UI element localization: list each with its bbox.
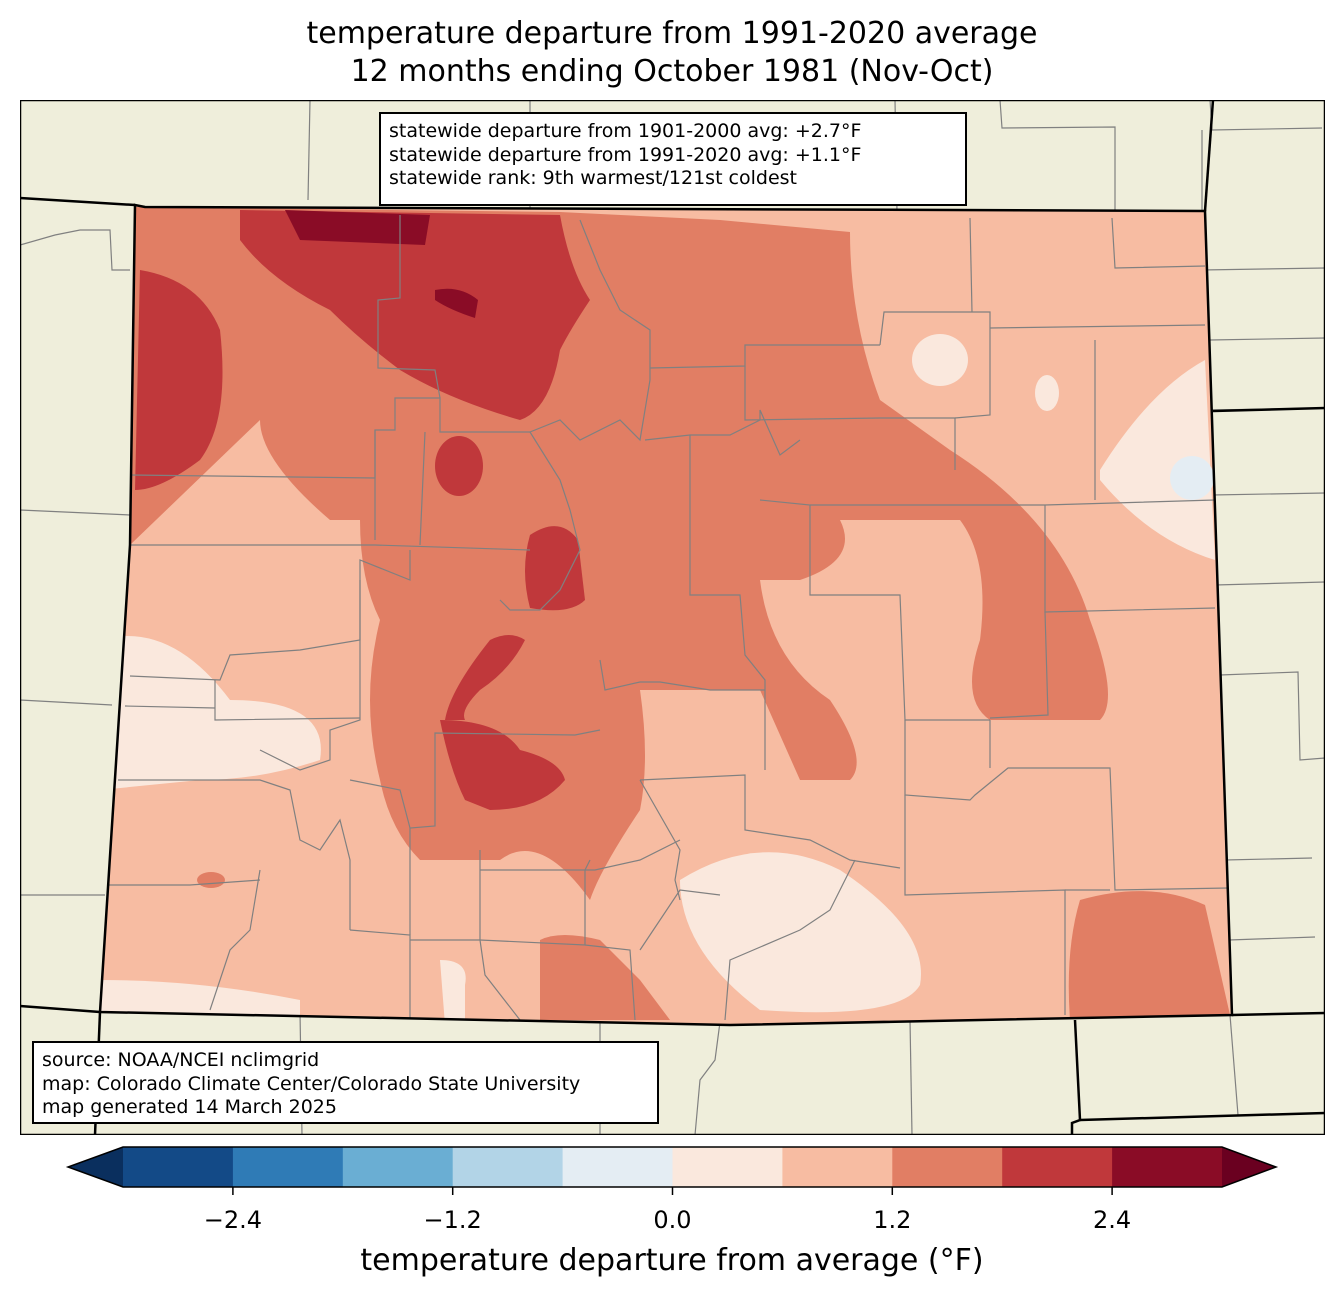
- colorbar-segment: [232, 1147, 344, 1187]
- source-line-2: map: Colorado Climate Center/Colorado St…: [42, 1072, 581, 1095]
- colorbar-tick-label: 0.0: [653, 1206, 692, 1234]
- map-title-line-1: temperature departure from 1991-2020 ave…: [306, 16, 1038, 51]
- source-line-1: source: NOAA/NCEI nclimgrid: [42, 1049, 320, 1071]
- colorbar-under-triangle: [68, 1147, 123, 1187]
- colorbar-over-triangle: [1222, 1147, 1276, 1187]
- source-line-3: map generated 14 March 2025: [42, 1096, 337, 1118]
- county-lines: [105, 215, 1231, 1021]
- colorado-temperature-map: [20, 100, 1325, 1135]
- colorbar-segment: [342, 1147, 454, 1187]
- temperature-contours: [100, 205, 1232, 1025]
- stats-line-1: statewide departure from 1901-2000 avg: …: [389, 120, 862, 142]
- colorbar-segment: [452, 1147, 564, 1187]
- stats-line-3: statewide rank: 9th warmest/121st coldes…: [389, 167, 798, 189]
- stats-line-2: statewide departure from 1991-2020 avg: …: [389, 143, 862, 166]
- statewide-stats-box: statewide departure from 1901-2000 avg: …: [379, 112, 967, 206]
- colorbar-segment: [892, 1147, 1003, 1187]
- source-box: source: NOAA/NCEI nclimgrid map: Colorad…: [32, 1041, 659, 1124]
- colorbar-segment: [782, 1147, 893, 1187]
- colorbar-segment: [123, 1147, 234, 1187]
- colorbar-segment: [672, 1147, 783, 1187]
- colorbar-tick-label: −1.2: [423, 1206, 482, 1234]
- colorbar-segment: [1112, 1147, 1223, 1187]
- colorbar-segment: [562, 1147, 673, 1187]
- colorbar-tick-label: −2.4: [203, 1206, 263, 1234]
- colorbar: [65, 1146, 1279, 1195]
- colorbar-tick-label: 2.4: [1093, 1206, 1132, 1234]
- colorbar-outline: [65, 1146, 1279, 1188]
- colorbar-segment: [1002, 1147, 1113, 1187]
- colorbar-label: temperature departure from average (°F): [360, 1243, 984, 1278]
- colorbar-tick-label: 1.2: [873, 1206, 912, 1234]
- map-title-line-2: 12 months ending October 1981 (Nov-Oct): [350, 54, 994, 89]
